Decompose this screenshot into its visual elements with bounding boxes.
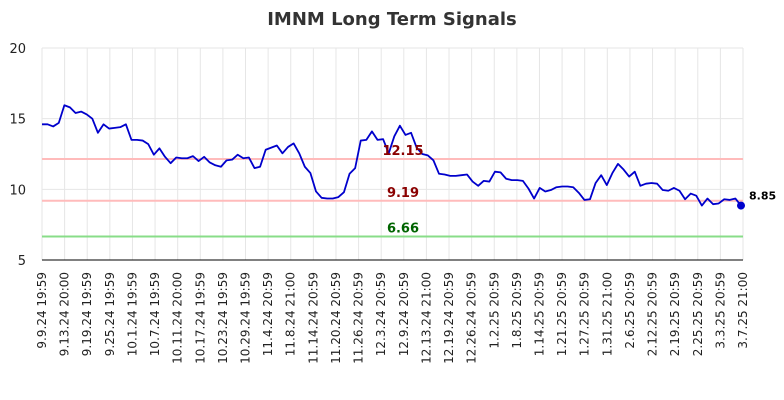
x-tick-label: 1.27.25 20:59 bbox=[578, 272, 592, 356]
x-tick-label: 9.13.24 20:00 bbox=[58, 272, 72, 356]
signal-lines bbox=[42, 157, 743, 238]
price-series bbox=[42, 104, 745, 210]
y-tick-label: 15 bbox=[9, 113, 26, 128]
x-tick-label: 12.9.24 20:59 bbox=[397, 272, 411, 356]
x-tick-label: 12.13.24 21:00 bbox=[419, 272, 433, 364]
x-tick-label: 11.8.24 21:00 bbox=[284, 272, 298, 356]
x-tick-label: 2.25.25 20:59 bbox=[691, 272, 705, 356]
price-line bbox=[42, 104, 742, 207]
y-tick-label: 20 bbox=[9, 42, 26, 57]
x-tick-label: 10.23.24 19:59 bbox=[216, 272, 230, 364]
x-tick-label: 10.29.24 19:59 bbox=[239, 272, 253, 364]
x-tick-label: 9.9.24 19:59 bbox=[35, 272, 49, 349]
x-tick-label: 11.14.24 20:59 bbox=[306, 272, 320, 364]
signal-line-label: 12.15 bbox=[382, 144, 423, 159]
x-tick-label: 10.1.24 19:59 bbox=[125, 272, 139, 356]
y-axis-ticks: 5 10 15 20 bbox=[9, 42, 26, 269]
y-tick-label: 5 bbox=[18, 254, 26, 269]
signal-line-label: 6.66 bbox=[387, 222, 419, 237]
x-tick-label: 1.21.25 20:59 bbox=[555, 272, 569, 356]
last-value-label: 8.85 bbox=[749, 190, 776, 203]
x-tick-label: 1.2.25 20:59 bbox=[487, 272, 501, 349]
x-tick-label: 9.25.24 19:59 bbox=[103, 272, 117, 356]
x-tick-label: 1.14.25 20:59 bbox=[532, 272, 546, 356]
value-labels: 12.15 9.19 6.66 8.85 bbox=[382, 144, 776, 237]
x-tick-label: 2.6.25 20:59 bbox=[623, 272, 637, 349]
x-tick-label: 10.11.24 20:00 bbox=[171, 272, 185, 364]
x-tick-label: 3.3.25 20:59 bbox=[713, 272, 727, 349]
grid bbox=[41, 47, 744, 261]
x-tick-label: 12.3.24 20:59 bbox=[374, 272, 388, 356]
x-tick-label: 11.20.24 20:59 bbox=[329, 272, 343, 364]
x-tick-label: 2.19.25 20:59 bbox=[668, 272, 682, 356]
x-tick-label: 12.26.24 20:59 bbox=[465, 272, 479, 364]
x-tick-label: 11.4.24 20:59 bbox=[261, 272, 275, 356]
x-axis-ticks: 9.9.24 19:59 9.13.24 20:00 9.19.24 19:59 9.… bbox=[35, 272, 750, 364]
x-tick-label: 2.12.25 20:59 bbox=[646, 272, 660, 356]
y-tick-label: 10 bbox=[9, 183, 26, 198]
x-tick-label: 10.17.24 19:59 bbox=[193, 272, 207, 364]
chart-title: IMNM Long Term Signals bbox=[267, 9, 517, 30]
x-tick-label: 12.19.24 20:59 bbox=[442, 272, 456, 364]
x-tick-label: 11.26.24 20:59 bbox=[352, 272, 366, 364]
x-tick-label: 1.31.25 21:00 bbox=[600, 272, 614, 356]
signal-line-label: 9.19 bbox=[387, 186, 419, 201]
x-tick-label: 9.19.24 19:59 bbox=[80, 272, 94, 356]
x-tick-label: 1.8.25 20:59 bbox=[510, 272, 524, 349]
x-tick-label: 3.7.25 21:00 bbox=[736, 272, 750, 349]
x-tick-label: 10.7.24 19:59 bbox=[148, 272, 162, 356]
last-point-marker bbox=[737, 201, 745, 210]
